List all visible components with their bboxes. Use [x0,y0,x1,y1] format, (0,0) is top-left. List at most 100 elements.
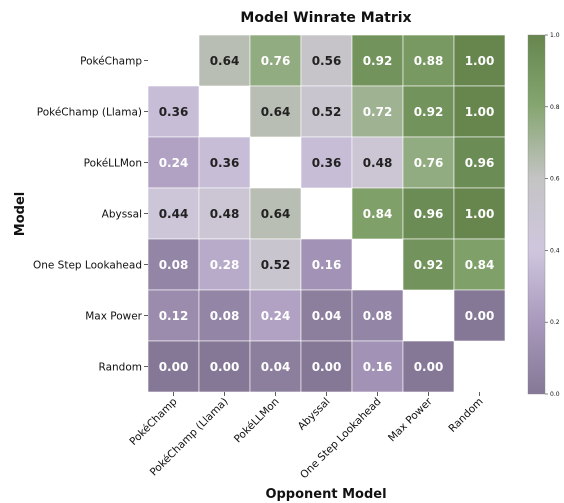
heatmap-cell [453,34,506,87]
y-tick-label: PokéChamp (Llama) [37,107,142,119]
cell-value-label: 0.44 [159,207,189,221]
heatmap-cell [351,85,404,138]
cell-value-label: 0.04 [261,360,291,374]
cell-value-label: 0.92 [414,258,444,272]
cell-value-label: 0.08 [363,309,393,323]
cell-value-label: 0.48 [363,156,393,170]
cell-value-label: 1.00 [465,54,495,68]
heatmap-cell [147,340,200,393]
heatmap-cell [198,187,251,240]
heatmap-cell [249,187,302,240]
heatmap-cell [453,136,506,189]
heatmap-cell [402,34,455,87]
y-tick-label: Random [99,362,142,374]
cell-value-label: 0.56 [312,54,342,68]
heatmap-cell [300,34,353,87]
colorbar-tick-label: 1.0 [550,32,560,39]
heatmap-cell [402,187,455,240]
heatmap-cell [351,34,404,87]
cell-value-label: 0.24 [261,309,291,323]
colorbar-tick-label: 0.6 [550,176,560,183]
heatmap-cell [198,34,251,87]
cell-value-label: 0.00 [312,360,342,374]
chart-title: Model Winrate Matrix [240,10,411,26]
heatmap-cell [147,136,200,189]
y-tick-label: PokéChamp [80,56,142,68]
heatmap-cell [147,187,200,240]
heatmap-cell [198,340,251,393]
cell-value-label: 0.76 [414,156,444,170]
heatmap-cell [402,136,455,189]
cell-value-label: 0.84 [363,207,393,221]
heatmap-cell [249,34,302,87]
cell-value-label: 0.48 [210,207,240,221]
cell-value-label: 0.28 [210,258,240,272]
cell-value-label: 0.64 [210,54,240,68]
heatmap-cell [249,85,302,138]
cell-value-label: 0.36 [159,105,189,119]
y-tick-label: PokéLLMon [84,158,142,170]
heatmap-cell [351,187,404,240]
heatmap-cell [249,238,302,291]
cell-value-label: 0.52 [261,258,291,272]
y-axis-title: Model [13,192,28,236]
cell-value-label: 1.00 [465,105,495,119]
heatmap-cell [351,289,404,342]
heatmap-cell [147,238,200,291]
cell-value-label: 0.00 [465,309,495,323]
heatmap-cell [453,238,506,291]
y-tick-label: Max Power [85,311,142,323]
colorbar-tick-label: 0.4 [550,247,560,254]
cell-value-label: 1.00 [465,207,495,221]
cell-value-label: 0.08 [210,309,240,323]
heatmap-cell [300,340,353,393]
cell-value-label: 0.92 [363,54,393,68]
heatmap-cell [402,340,455,393]
colorbar-tick-label: 0.8 [550,104,560,111]
heatmap-cell [198,136,251,189]
cell-value-label: 0.00 [210,360,240,374]
cell-value-label: 0.96 [414,207,444,221]
x-tick-label: PokéChamp [127,395,179,447]
heatmap-cell [351,136,404,189]
cell-value-label: 0.12 [159,309,189,323]
cell-value-label: 0.00 [159,360,189,374]
heatmap-cell [402,238,455,291]
colorbar-tick-label: 0.2 [550,319,560,326]
cell-value-label: 0.96 [465,156,495,170]
cell-value-label: 0.52 [312,105,342,119]
cell-value-label: 0.88 [414,54,444,68]
heatmap-cell [453,85,506,138]
x-tick-label: PokéLLMon [232,396,282,446]
heatmap-cell [453,289,506,342]
cell-value-label: 0.76 [261,54,291,68]
x-tick-label: Abyssal [296,396,333,433]
y-tick-label: One Step Lookahead [33,260,142,272]
cell-value-label: 0.64 [261,207,291,221]
cell-value-label: 0.24 [159,156,189,170]
heatmap-cell [249,340,302,393]
cell-value-label: 0.00 [414,360,444,374]
y-tick-label: Abyssal [102,209,142,221]
x-axis-title: Opponent Model [265,487,386,502]
colorbar-tick-label: 0.0 [550,391,560,398]
colorbar-gradient [527,34,546,395]
cell-value-label: 0.72 [363,105,393,119]
cell-value-label: 0.08 [159,258,189,272]
x-tick-label: Max Power [386,395,435,444]
cell-value-label: 0.84 [465,258,495,272]
cell-value-label: 0.64 [261,105,291,119]
cell-value-label: 0.16 [363,360,393,374]
cell-value-label: 0.92 [414,105,444,119]
heatmap-cell [147,289,200,342]
cell-value-label: 0.16 [312,258,342,272]
heatmap-cell [300,238,353,291]
heatmap-cells: 0.64 0.76 0.56 0.92 0.88 1.00 0.36 0.64 0.52 0.72… [147,34,506,393]
colorbar: 0.0 0.2 0.4 0.6 0.8 1.0 [527,32,560,398]
heatmap-cell [453,187,506,240]
y-tick-labels: PokéChamp PokéChamp (Llama) PokéLLMon Abyss… [33,56,148,374]
x-tick-label: Random [446,396,485,435]
cell-value-label: 0.36 [210,156,240,170]
